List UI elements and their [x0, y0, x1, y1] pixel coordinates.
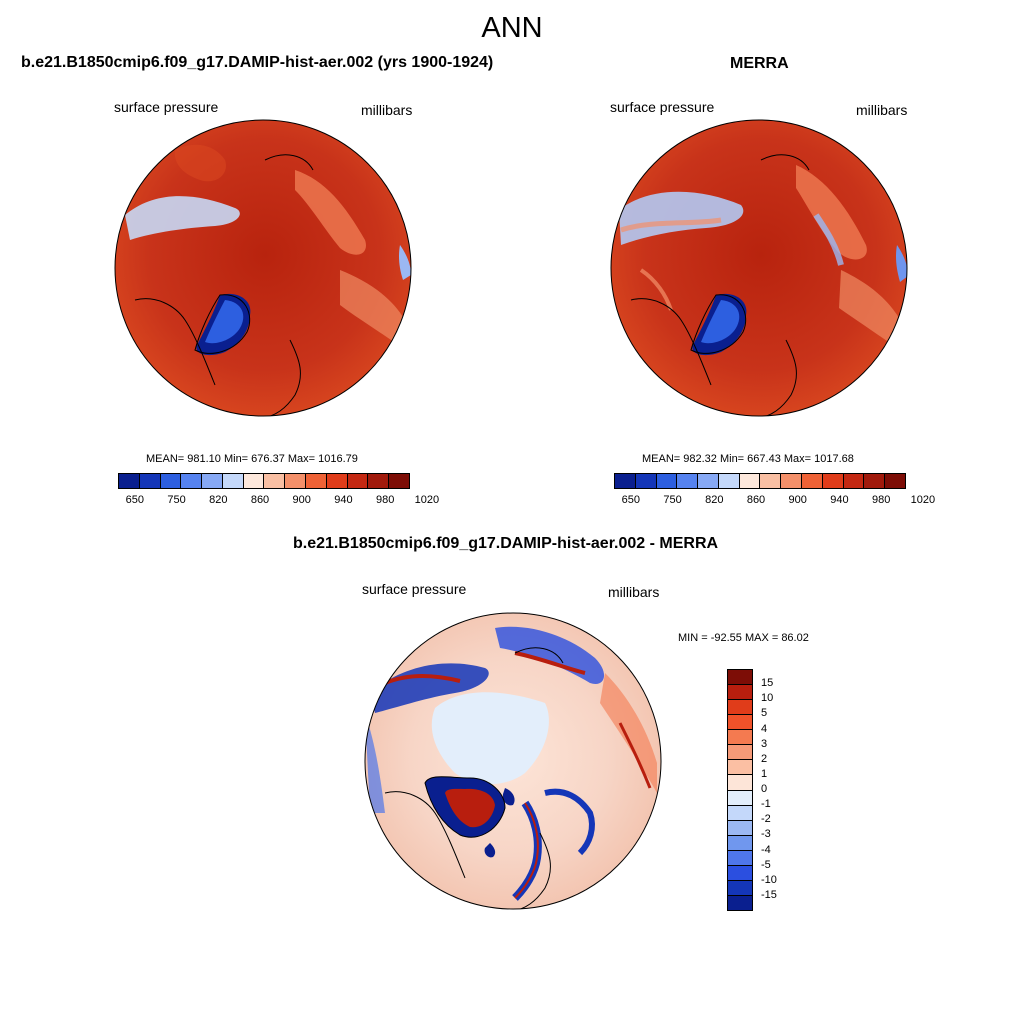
- colorbar-tick-label: 750: [663, 494, 682, 506]
- obs-variable-label: surface pressure: [610, 99, 715, 115]
- colorbar-tick-label: 10: [761, 692, 774, 705]
- colorbar-swatch: [728, 895, 752, 910]
- colorbar-tick-label: 820: [209, 494, 228, 506]
- colorbar-tick-label: -15: [761, 888, 777, 901]
- obs-stats: MEAN= 982.32 Min= 667.43 Max= 1017.68: [642, 453, 854, 465]
- colorbar-swatch: [728, 700, 752, 716]
- colorbar-swatch: [760, 474, 782, 488]
- obs-colorbar: [614, 473, 906, 489]
- colorbar-tick-label: 4: [761, 722, 768, 735]
- colorbar-tick-label: 3: [761, 737, 768, 750]
- colorbar-tick-label: -2: [761, 813, 771, 826]
- model-variable-label: surface pressure: [114, 99, 219, 115]
- colorbar-swatch: [181, 474, 203, 488]
- colorbar-swatch: [728, 745, 752, 761]
- colorbar-swatch: [728, 715, 752, 731]
- colorbar-swatch: [243, 474, 265, 488]
- colorbar-tick-label: 1020: [910, 494, 936, 506]
- colorbar-swatch: [326, 474, 348, 488]
- colorbar-swatch: [656, 474, 678, 488]
- obs-polar-map: [610, 119, 908, 417]
- colorbar-swatch: [222, 474, 244, 488]
- figure-title: ANN: [481, 12, 543, 44]
- colorbar-tick-label: -3: [761, 828, 771, 841]
- colorbar-swatch: [389, 474, 409, 488]
- colorbar-tick-label: 15: [761, 677, 774, 690]
- colorbar-swatch: [728, 850, 752, 866]
- colorbar-tick-label: -10: [761, 873, 777, 886]
- colorbar-swatch: [368, 474, 390, 488]
- diff-polar-map: [364, 612, 662, 910]
- colorbar-tick-label: 750: [167, 494, 186, 506]
- model-polar-map: [114, 119, 412, 417]
- obs-units-label: millibars: [856, 102, 908, 118]
- colorbar-swatch: [306, 474, 327, 488]
- colorbar-swatch: [843, 474, 865, 488]
- colorbar-tick-label: 1: [761, 767, 768, 780]
- obs-panel-title: MERRA: [730, 55, 789, 72]
- colorbar-tick-label: 860: [746, 494, 766, 506]
- model-units-label: millibars: [361, 102, 413, 118]
- colorbar-swatch: [615, 474, 636, 488]
- colorbar-tick-label: 820: [705, 494, 724, 506]
- colorbar-swatch: [718, 474, 740, 488]
- colorbar-tick-label: 0: [761, 783, 768, 795]
- colorbar-swatch: [285, 474, 307, 488]
- diff-units-label: millibars: [608, 584, 660, 600]
- colorbar-swatch: [885, 474, 905, 488]
- model-colorbar: [118, 473, 410, 489]
- colorbar-tick-label: 5: [761, 707, 768, 720]
- colorbar-swatch: [347, 474, 369, 488]
- colorbar-tick-label: -5: [761, 858, 771, 871]
- colorbar-tick-label: 980: [871, 494, 891, 506]
- colorbar-swatch: [728, 820, 752, 836]
- colorbar-swatch: [728, 835, 752, 851]
- model-panel-title: b.e21.B1850cmip6.f09_g17.DAMIP-hist-aer.…: [21, 54, 494, 71]
- colorbar-tick-label: -4: [761, 843, 771, 856]
- colorbar-swatch: [781, 474, 803, 488]
- colorbar-swatch: [822, 474, 844, 488]
- colorbar-swatch: [728, 685, 752, 701]
- colorbar-swatch: [635, 474, 657, 488]
- diff-panel-title: b.e21.B1850cmip6.f09_g17.DAMIP-hist-aer.…: [293, 535, 719, 552]
- colorbar-tick-label: -1: [761, 798, 771, 811]
- colorbar-tick-label: 1020: [414, 494, 440, 506]
- colorbar-tick-label: 650: [621, 494, 641, 506]
- colorbar-swatch: [728, 880, 752, 896]
- colorbar-swatch: [802, 474, 823, 488]
- colorbar-swatch: [264, 474, 286, 488]
- diff-variable-label: surface pressure: [362, 581, 467, 597]
- colorbar-swatch: [728, 730, 752, 746]
- colorbar-swatch: [864, 474, 886, 488]
- colorbar-swatch: [119, 474, 140, 488]
- colorbar-swatch: [728, 760, 752, 776]
- colorbar-swatch: [139, 474, 161, 488]
- colorbar-swatch: [728, 670, 752, 686]
- colorbar-tick-label: 940: [334, 494, 353, 506]
- colorbar-swatch: [728, 790, 752, 806]
- diff-stats: MIN = -92.55 MAX = 86.02: [678, 632, 809, 644]
- colorbar-swatch: [202, 474, 223, 488]
- colorbar-swatch: [728, 805, 752, 821]
- colorbar-swatch: [677, 474, 699, 488]
- colorbar-swatch: [739, 474, 761, 488]
- colorbar-tick-label: 2: [761, 752, 768, 765]
- colorbar-tick-label: 940: [830, 494, 849, 506]
- colorbar-swatch: [728, 775, 752, 791]
- colorbar-tick-label: 900: [788, 494, 807, 506]
- colorbar-tick-label: 980: [375, 494, 395, 506]
- colorbar-swatch: [160, 474, 182, 488]
- colorbar-swatch: [728, 865, 752, 881]
- diff-colorbar: [727, 669, 753, 911]
- colorbar-tick-label: 650: [125, 494, 145, 506]
- colorbar-tick-label: 900: [292, 494, 311, 506]
- model-stats: MEAN= 981.10 Min= 676.37 Max= 1016.79: [146, 453, 358, 465]
- colorbar-tick-label: 860: [250, 494, 270, 506]
- colorbar-swatch: [698, 474, 719, 488]
